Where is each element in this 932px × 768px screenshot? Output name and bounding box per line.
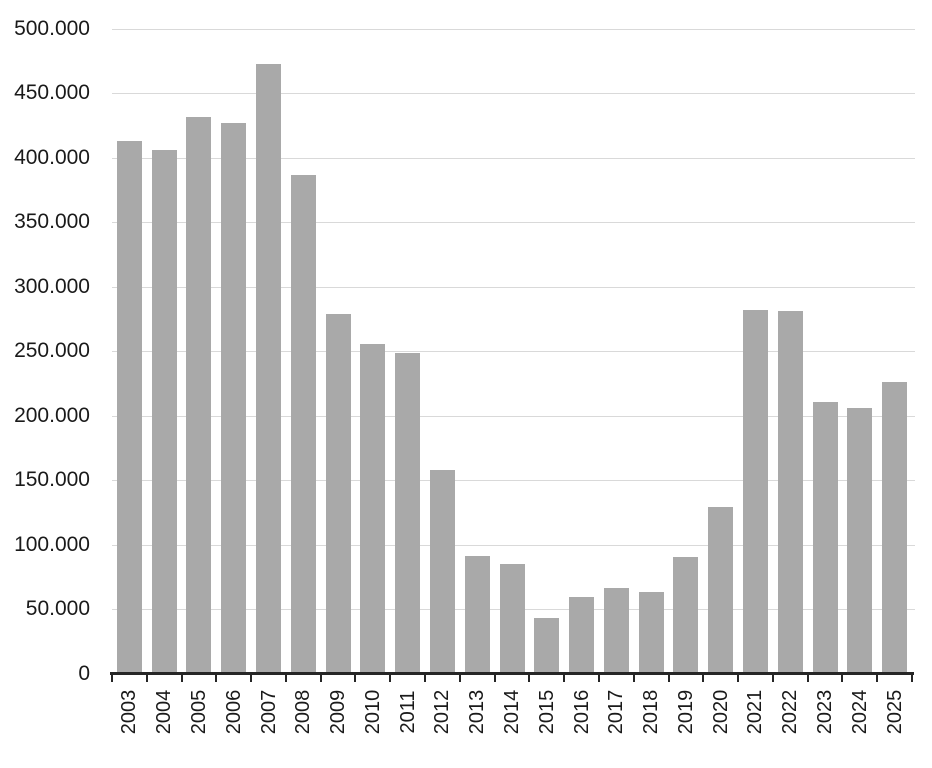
x-axis-tick [667, 675, 670, 682]
x-axis-label-2024: 2024 [848, 689, 871, 735]
bar-2003 [116, 141, 142, 674]
gridline [112, 29, 915, 30]
x-axis-label-2006: 2006 [222, 689, 245, 735]
bar-2009 [325, 313, 351, 674]
y-axis-tick-label: 100.000 [14, 532, 90, 556]
x-axis-label-2010: 2010 [361, 689, 384, 735]
x-axis-tick [180, 675, 183, 682]
gridline [112, 93, 915, 95]
y-axis-tick-label: 300.000 [14, 274, 90, 298]
x-axis-label-2013: 2013 [466, 689, 489, 735]
x-axis-label-2015: 2015 [535, 689, 558, 735]
bar-2018 [638, 592, 664, 674]
x-axis-label-2021: 2021 [744, 689, 767, 735]
bar-2004 [151, 150, 177, 674]
bar-2010 [360, 343, 386, 674]
x-axis-line [110, 672, 914, 675]
x-axis-tick [424, 675, 427, 682]
bar-2015 [534, 618, 560, 674]
x-axis-label-2004: 2004 [153, 689, 176, 735]
x-axis-label-2020: 2020 [709, 689, 732, 735]
bar-2023 [812, 401, 838, 674]
x-axis-tick [354, 675, 357, 682]
x-axis-tick [458, 675, 461, 682]
bar-2011 [395, 352, 421, 674]
x-axis-label-2025: 2025 [883, 689, 906, 735]
x-axis-tick [215, 675, 218, 682]
bar-2020 [708, 507, 734, 674]
x-axis-tick [911, 675, 913, 682]
y-axis-tick-label: 200.000 [14, 403, 90, 427]
bar-2022 [777, 311, 803, 674]
x-axis-tick [111, 675, 113, 682]
x-axis-label-2023: 2023 [814, 689, 837, 735]
bar-2005 [186, 116, 212, 674]
bar-2019 [673, 557, 699, 674]
x-axis-tick [737, 675, 740, 682]
x-axis-label-2017: 2017 [605, 689, 628, 735]
x-axis-label-2018: 2018 [640, 689, 663, 735]
x-axis-tick [771, 675, 774, 682]
x-axis-label-2008: 2008 [292, 689, 315, 735]
x-axis-tick [806, 675, 809, 682]
bar-2013 [464, 556, 490, 674]
x-axis-label-2014: 2014 [501, 689, 523, 735]
x-axis-tick [493, 675, 496, 682]
y-axis-tick-label: 350.000 [14, 210, 90, 234]
bar-2016 [569, 597, 595, 674]
bar-2008 [290, 174, 316, 674]
x-axis-label-2012: 2012 [431, 689, 454, 735]
y-axis-tick-label: 500.000 [14, 17, 90, 40]
bar-2012 [429, 469, 455, 674]
x-axis-tick [389, 675, 392, 682]
bar-2021 [742, 310, 768, 674]
x-axis-tick [597, 675, 600, 682]
x-axis-label-2009: 2009 [327, 689, 350, 735]
bar-2017 [603, 588, 629, 674]
x-axis-tick [528, 675, 531, 682]
x-axis-label-2022: 2022 [779, 689, 802, 735]
x-axis-tick [284, 675, 287, 682]
x-axis-tick [632, 675, 635, 682]
x-axis-label-2011: 2011 [396, 690, 419, 734]
y-axis-tick-label: 150.000 [14, 468, 90, 492]
y-axis-tick-label: 0 [78, 661, 90, 685]
x-axis-tick [876, 675, 879, 682]
bar-2014 [499, 563, 525, 674]
x-axis-label-2016: 2016 [570, 689, 593, 735]
bar-2024 [847, 407, 873, 674]
x-axis-label-2019: 2019 [674, 689, 697, 735]
x-axis-label-2005: 2005 [187, 689, 210, 735]
x-axis-tick [250, 675, 253, 682]
bar-2006 [221, 123, 247, 674]
x-axis-tick [702, 675, 705, 682]
y-axis-tick-label: 50.000 [25, 597, 90, 621]
bar-2007 [256, 63, 282, 674]
x-axis-label-2007: 2007 [257, 689, 280, 735]
y-axis-tick-label: 250.000 [14, 339, 90, 363]
x-axis-tick [145, 675, 148, 682]
x-axis-tick [841, 675, 844, 682]
x-axis-tick [319, 675, 322, 682]
x-axis-label-2003: 2003 [118, 689, 141, 735]
y-axis-tick-label: 450.000 [14, 81, 90, 105]
bar-2025 [882, 382, 908, 674]
x-axis-tick [563, 675, 566, 682]
y-axis-tick-label: 400.000 [14, 145, 90, 169]
